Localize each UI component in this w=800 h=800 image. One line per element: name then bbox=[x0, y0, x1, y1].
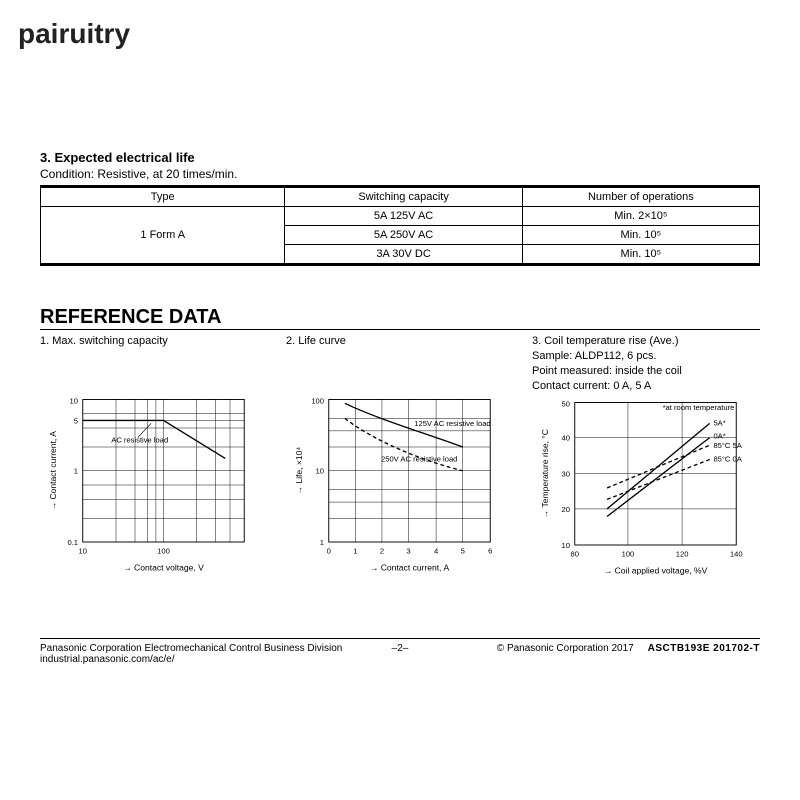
section3-title: 3. Expected electrical life bbox=[40, 150, 760, 165]
svg-text:10: 10 bbox=[70, 396, 78, 405]
svg-text:1: 1 bbox=[320, 538, 324, 547]
spec-table: Type Switching capacity Number of operat… bbox=[40, 187, 760, 264]
svg-text:→ Contact voltage, V: → Contact voltage, V bbox=[123, 563, 204, 573]
svg-text:0: 0 bbox=[327, 546, 331, 555]
svg-text:85°C 5A: 85°C 5A bbox=[713, 441, 742, 450]
datasheet-page: 3. Expected electrical life Condition: R… bbox=[40, 150, 760, 583]
svg-text:100: 100 bbox=[622, 550, 635, 559]
cell-ops: Min. 2×10⁵ bbox=[522, 207, 759, 226]
chart-2-svg: 125V AC resistive load 250V AC resistive… bbox=[286, 390, 514, 580]
svg-text:85°C 0A: 85°C 0A bbox=[713, 455, 742, 464]
svg-text:1: 1 bbox=[353, 546, 357, 555]
cell-ops: Min. 10⁵ bbox=[522, 245, 759, 264]
chart-3: 3. Coil temperature rise (Ave.) Sample: … bbox=[532, 334, 760, 583]
svg-text:→ Coil applied voltage, %V: → Coil applied voltage, %V bbox=[604, 566, 708, 576]
svg-text:140: 140 bbox=[730, 550, 743, 559]
col-type: Type bbox=[41, 188, 285, 207]
svg-text:3: 3 bbox=[406, 546, 410, 555]
chart-3-svg: 5A* 0A* 85°C 5A 85°C 0A *at room tempera… bbox=[532, 393, 760, 583]
cell-cap: 3A 30V DC bbox=[285, 245, 522, 264]
cell-cap: 5A 250V AC bbox=[285, 226, 522, 245]
footer: Panasonic Corporation Electromechanical … bbox=[40, 638, 760, 665]
section3-condition: Condition: Resistive, at 20 times/min. bbox=[40, 167, 760, 181]
svg-text:80: 80 bbox=[571, 550, 579, 559]
chart-2: 2. Life curve bbox=[286, 334, 514, 583]
col-capacity: Switching capacity bbox=[285, 188, 522, 207]
reference-title: REFERENCE DATA bbox=[40, 306, 760, 329]
svg-text:30: 30 bbox=[562, 470, 570, 479]
svg-text:6: 6 bbox=[488, 546, 492, 555]
cell-type: 1 Form A bbox=[41, 207, 285, 264]
svg-text:250V AC resistive load: 250V AC resistive load bbox=[381, 454, 457, 463]
svg-text:100: 100 bbox=[311, 396, 324, 405]
charts-row: 1. Max. switching capacity bbox=[40, 334, 760, 583]
svg-text:50: 50 bbox=[562, 400, 570, 409]
footer-code: ASCTB193E 201702-T bbox=[648, 643, 760, 654]
svg-text:100: 100 bbox=[157, 546, 170, 555]
footer-division: Panasonic Corporation Electromechanical … bbox=[40, 643, 370, 654]
svg-text:4: 4 bbox=[434, 546, 438, 555]
svg-text:10: 10 bbox=[79, 546, 87, 555]
svg-text:→ Contact current, A: → Contact current, A bbox=[370, 563, 450, 573]
svg-text:10: 10 bbox=[316, 467, 324, 476]
svg-text:→ Temperature rise, °C: → Temperature rise, °C bbox=[540, 429, 550, 518]
svg-text:10: 10 bbox=[562, 541, 570, 550]
svg-text:AC resistive load: AC resistive load bbox=[111, 435, 168, 444]
chart-1: 1. Max. switching capacity bbox=[40, 334, 268, 583]
svg-text:0.1: 0.1 bbox=[67, 538, 78, 547]
table-row: 1 Form A 5A 125V AC Min. 2×10⁵ bbox=[41, 207, 760, 226]
col-ops: Number of operations bbox=[522, 188, 759, 207]
table-header-row: Type Switching capacity Number of operat… bbox=[41, 188, 760, 207]
chart-1-svg: 10 5 1 0.1 10 100 → Contact voltage, V →… bbox=[40, 390, 268, 580]
svg-text:→ Contact current, A: → Contact current, A bbox=[48, 431, 58, 511]
svg-text:40: 40 bbox=[562, 434, 570, 443]
footer-page: –2– bbox=[370, 643, 430, 654]
svg-text:*at room temperature: *at room temperature bbox=[663, 403, 735, 412]
watermark-text: pairuitry bbox=[18, 18, 130, 50]
footer-copyright: © Panasonic Corporation 2017 bbox=[497, 643, 634, 654]
svg-text:2: 2 bbox=[380, 546, 384, 555]
chart-2-heading: 2. Life curve bbox=[286, 334, 514, 390]
svg-text:5: 5 bbox=[74, 416, 78, 425]
svg-text:20: 20 bbox=[562, 505, 570, 514]
svg-text:0A*: 0A* bbox=[713, 432, 725, 441]
svg-text:120: 120 bbox=[676, 550, 689, 559]
svg-text:1: 1 bbox=[74, 467, 78, 476]
svg-text:→ Life, ×10⁴: → Life, ×10⁴ bbox=[294, 447, 304, 495]
svg-text:5: 5 bbox=[461, 546, 465, 555]
svg-text:5A*: 5A* bbox=[713, 419, 725, 428]
cell-cap: 5A 125V AC bbox=[285, 207, 522, 226]
cell-ops: Min. 10⁵ bbox=[522, 226, 759, 245]
footer-url: industrial.panasonic.com/ac/e/ bbox=[40, 654, 370, 665]
chart-1-heading: 1. Max. switching capacity bbox=[40, 334, 268, 390]
svg-text:125V AC resistive load: 125V AC resistive load bbox=[414, 419, 490, 428]
chart-3-heading: 3. Coil temperature rise (Ave.) Sample: … bbox=[532, 334, 760, 393]
